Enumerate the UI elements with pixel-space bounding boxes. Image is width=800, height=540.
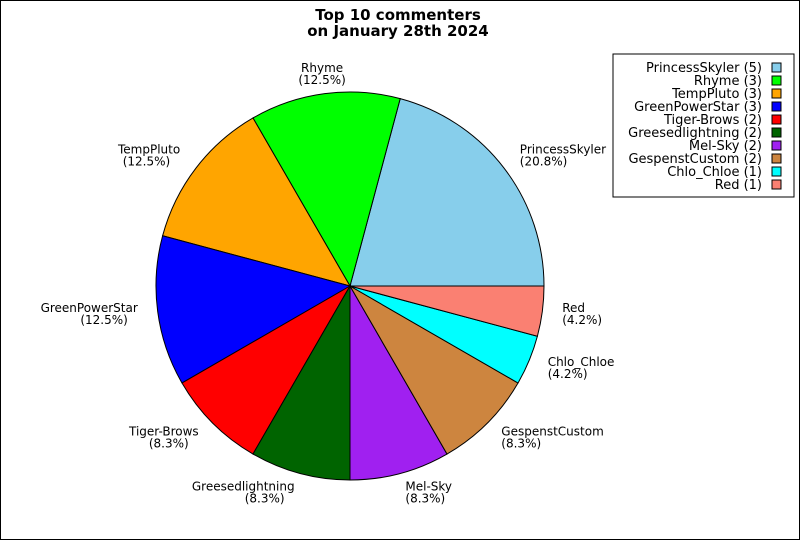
slice-label-greesedlightning: Greesedlightning [192,480,295,494]
legend-entry-chlo-chloe: Chlo_Chloe (1) [667,165,762,180]
pie-slice-red [349,285,545,337]
legend-swatch-mel-sky [771,140,782,151]
slice-percent-greenpowerstar: (12.5%) [80,313,127,327]
chart-title-line-1: Top 10 commenters [315,6,481,24]
slice-percent-red: (4.2%) [562,313,602,327]
slice-label-tiger-brows: Tiger-Brows [128,424,199,438]
legend-swatch-tiger-brows [771,114,782,125]
legend-entry-tiger-brows: Tiger-Brows (2) [663,113,762,128]
slice-percent-greesedlightning: (8.3%) [245,492,285,506]
legend-entry-princessskyler: PrincessSkyler (5) [646,61,762,76]
legend-entry-gespenstcustom: GespenstCustom (2) [628,152,762,167]
pie-slice-mel-sky [349,284,448,481]
legend-entry-greenpowerstar: GreenPowerStar (3) [634,100,762,115]
legend-swatch-greenpowerstar [771,101,782,112]
slice-label-chlo-chloe: Chlo_Chloe [548,355,615,369]
legend-swatch-chlo-chloe [771,166,782,177]
slice-label-princessskyler: PrincessSkyler [520,143,606,157]
pie-slice-princessskyler [349,97,545,287]
slice-percent-tiger-brows: (8.3%) [149,436,189,450]
legend-box [612,53,795,198]
pie-slice-rhyme [252,91,401,288]
slice-percent-princessskyler: (20.8%) [520,155,567,169]
legend-entry-greesedlightning: Greesedlightning (2) [628,126,762,141]
legend-swatch-princessskyler [771,62,782,73]
slice-label-temppluto: TempPluto [117,143,180,157]
legend-swatch-temppluto [771,88,782,99]
slice-percent-chlo-chloe: (4.2%) [548,367,588,381]
legend-swatch-rhyme [771,75,782,86]
pie-slice-gespenstcustom [348,284,519,455]
slice-percent-gespenstcustom: (8.3%) [501,436,541,450]
legend-entry-red: Red (1) [715,178,762,193]
slice-label-greenpowerstar: GreenPowerStar [41,301,138,315]
pie-slice-greesedlightning [252,284,351,481]
legend-swatch-greesedlightning [771,127,782,138]
slice-label-gespenstcustom: GespenstCustom [501,424,603,438]
chart-title-line-2: on January 28th 2024 [307,22,488,40]
slice-percent-mel-sky: (8.3%) [405,492,445,506]
legend-entry-mel-sky: Mel-Sky (2) [689,139,762,154]
pie-slice-greenpowerstar [155,235,352,384]
slice-percent-temppluto: (12.5%) [123,155,170,169]
slice-label-red: Red [562,301,585,315]
legend-entry-temppluto: TempPluto (3) [671,87,762,102]
pie-slice-temppluto [161,117,352,287]
slice-percent-rhyme: (12.5%) [298,73,345,87]
pie-slice-tiger-brows [181,284,352,455]
legend-swatch-gespenstcustom [771,153,782,164]
legend-entry-rhyme: Rhyme (3) [694,74,762,89]
slice-label-mel-sky: Mel-Sky [405,480,452,494]
legend-swatch-red [771,179,782,190]
slice-labels: PrincessSkyler(20.8%)Rhyme(12.5%)TempPlu… [41,61,615,506]
pie-slices [155,91,545,481]
legend: PrincessSkyler (5)Rhyme (3)TempPluto (3)… [612,53,795,198]
slice-label-rhyme: Rhyme [301,61,343,75]
